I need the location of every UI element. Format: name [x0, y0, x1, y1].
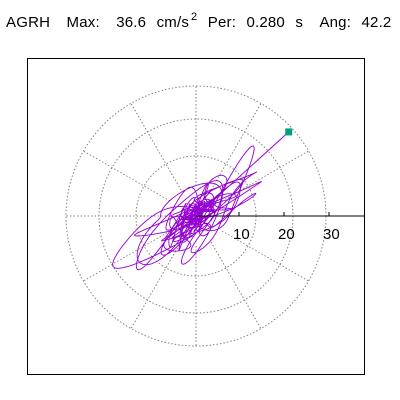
grid-spoke-60	[210, 103, 262, 191]
grid-spoke-150	[83, 150, 171, 202]
tick-labels: 10 20 30	[233, 226, 340, 243]
grid-spoke-210	[83, 230, 171, 282]
max-unit-exponent: 2	[191, 11, 198, 23]
radial-tick-label: 30	[323, 226, 340, 243]
station-code: AGRH	[6, 14, 51, 31]
period-label: Per:	[207, 14, 237, 31]
chart-header: AGRH Max: 36.6 cm/s 2 Per: 0.280 s Ang: 4…	[6, 11, 391, 35]
period-value: 0.280	[246, 14, 285, 31]
grid-spoke-300	[210, 241, 262, 329]
max-value: 36.6	[116, 14, 147, 31]
peak-line	[195, 131, 290, 217]
grid-spoke-330	[221, 230, 309, 282]
angle-value: 42.2	[361, 14, 392, 31]
period-unit: s	[295, 14, 304, 31]
max-unit: cm/s	[156, 14, 190, 31]
peak-marker-layer	[285, 128, 293, 136]
max-label: Max:	[66, 14, 100, 31]
radial-tick-label: 20	[278, 226, 295, 243]
radial-axis	[196, 212, 365, 217]
peak-marker	[285, 128, 293, 136]
angle-label: Ang:	[319, 14, 352, 31]
grid-spoke-120	[130, 103, 182, 191]
trace-path	[112, 145, 262, 271]
radial-tick-label: 10	[233, 226, 250, 243]
grid-spoke-240	[130, 241, 182, 329]
grid-spoke-30	[221, 150, 309, 202]
motion-trace	[112, 131, 290, 271]
